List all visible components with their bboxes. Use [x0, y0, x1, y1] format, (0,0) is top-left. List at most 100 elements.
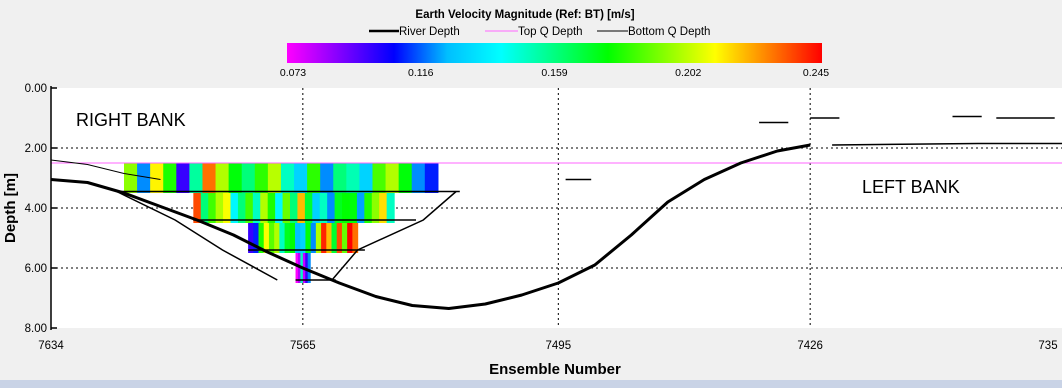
velocity-cell — [341, 223, 348, 253]
x-tick-label: 7634 — [38, 340, 64, 352]
velocity-cell — [334, 193, 343, 223]
x-axis-label: Ensemble Number — [489, 361, 621, 378]
velocity-cell — [275, 193, 284, 223]
velocity-cell — [267, 193, 276, 223]
velocity-cell — [248, 223, 254, 253]
velocity-cell — [312, 193, 321, 223]
velocity-cell — [215, 193, 224, 223]
colorbar-tick-label: 0.245 — [803, 67, 829, 79]
x-tick-label: 7565 — [290, 340, 316, 352]
velocity-cell — [230, 193, 239, 223]
velocity-cell — [260, 193, 269, 223]
velocity-cell — [200, 193, 209, 223]
velocity-cell — [267, 163, 282, 193]
velocity-cell — [274, 223, 280, 253]
river-depth-line — [50, 143, 811, 310]
velocity-cell — [284, 223, 291, 253]
velocity-cell — [253, 223, 260, 253]
velocity-cell — [189, 163, 204, 193]
velocity-cell — [295, 253, 299, 283]
legend-top-q-label: Top Q Depth — [518, 26, 583, 38]
annotation-left-bank: LEFT BANK — [862, 177, 960, 197]
velocity-cell — [326, 223, 333, 253]
velocity-chart: Earth Velocity Magnitude (Ref: BT) [m/s]… — [2, 9, 1062, 378]
x-tick-label: 7495 — [546, 340, 572, 352]
velocity-cell — [258, 223, 265, 253]
colorbar-tick-label: 0.116 — [408, 67, 434, 79]
velocity-cell — [228, 163, 243, 193]
bottom-q-depth-line — [50, 159, 161, 180]
velocity-cell — [150, 163, 164, 193]
velocity-cell — [305, 223, 312, 253]
x-tick-label: 7426 — [797, 340, 823, 352]
bottom-q-depth-segment — [331, 190, 457, 281]
velocity-cell — [290, 193, 299, 223]
velocity-cell — [424, 163, 439, 193]
velocity-cell — [307, 253, 311, 283]
velocity-cell — [193, 193, 202, 223]
grid — [51, 88, 1062, 328]
velocity-cell — [305, 253, 309, 283]
velocity-cell — [295, 223, 301, 253]
x-tick-label: 735 — [1038, 340, 1057, 352]
y-axis-label: Depth [m] — [2, 173, 19, 243]
depth-lines — [50, 115, 1062, 310]
velocity-cell — [398, 163, 413, 193]
velocity-cell — [202, 163, 217, 193]
velocity-cell — [379, 193, 388, 223]
y-tick-label: 8.00 — [25, 323, 47, 335]
velocity-cell — [280, 163, 295, 193]
colorbar-tick-label: 0.159 — [541, 67, 567, 79]
velocity-cell — [304, 193, 313, 223]
velocity-cell — [252, 193, 261, 223]
annotation-right-bank: RIGHT BANK — [76, 110, 186, 130]
velocity-cell — [331, 223, 338, 253]
velocity-cell — [279, 223, 286, 253]
velocity-cell — [372, 163, 387, 193]
velocity-cell — [310, 223, 317, 253]
y-tick-label: 6.00 — [25, 263, 47, 275]
velocity-cell — [268, 223, 275, 253]
velocity-cell — [163, 163, 177, 193]
velocity-cell — [245, 193, 254, 223]
velocity-cell — [241, 163, 256, 193]
velocity-cell — [349, 193, 358, 223]
velocity-cell — [327, 193, 336, 223]
velocity-cell — [208, 193, 217, 223]
velocity-cell — [263, 223, 270, 253]
velocity-cell — [346, 163, 361, 193]
velocity-cell — [297, 193, 306, 223]
bottom-q-depth-segment — [116, 190, 278, 281]
velocity-cell — [336, 223, 343, 253]
velocity-cell — [371, 193, 380, 223]
axis-ticks: 0.00 2.00 4.00 6.00 8.00 7634 7565 7495 7426 735 — [25, 83, 1058, 352]
velocity-cell — [294, 163, 308, 193]
velocity-cells — [124, 163, 439, 283]
velocity-cell — [254, 163, 269, 193]
velocity-cell — [300, 223, 307, 253]
legend: River Depth Top Q Depth Bottom Q Depth — [369, 26, 710, 38]
velocity-cell — [342, 193, 351, 223]
colorbar-tick-label: 0.073 — [280, 67, 306, 79]
velocity-cell — [359, 163, 374, 193]
velocity-cell — [237, 193, 246, 223]
colorbar — [287, 43, 822, 63]
velocity-cell — [321, 223, 327, 253]
legend-bottom-q-label: Bottom Q Depth — [628, 26, 710, 38]
velocity-cell — [333, 163, 347, 193]
velocity-cell — [315, 223, 322, 253]
y-tick-label: 2.00 — [25, 143, 47, 155]
velocity-cell — [356, 193, 365, 223]
velocity-cell — [319, 193, 328, 223]
y-tick-label: 4.00 — [25, 203, 47, 215]
bottom-q-depth-segment — [832, 142, 1062, 146]
velocity-cell — [411, 163, 426, 193]
velocity-cell — [137, 163, 151, 193]
velocity-cell — [282, 193, 291, 223]
velocity-cell — [364, 193, 373, 223]
velocity-cell — [176, 163, 190, 193]
velocity-cell — [347, 223, 353, 253]
velocity-cell — [124, 163, 138, 193]
velocity-cell — [385, 163, 400, 193]
